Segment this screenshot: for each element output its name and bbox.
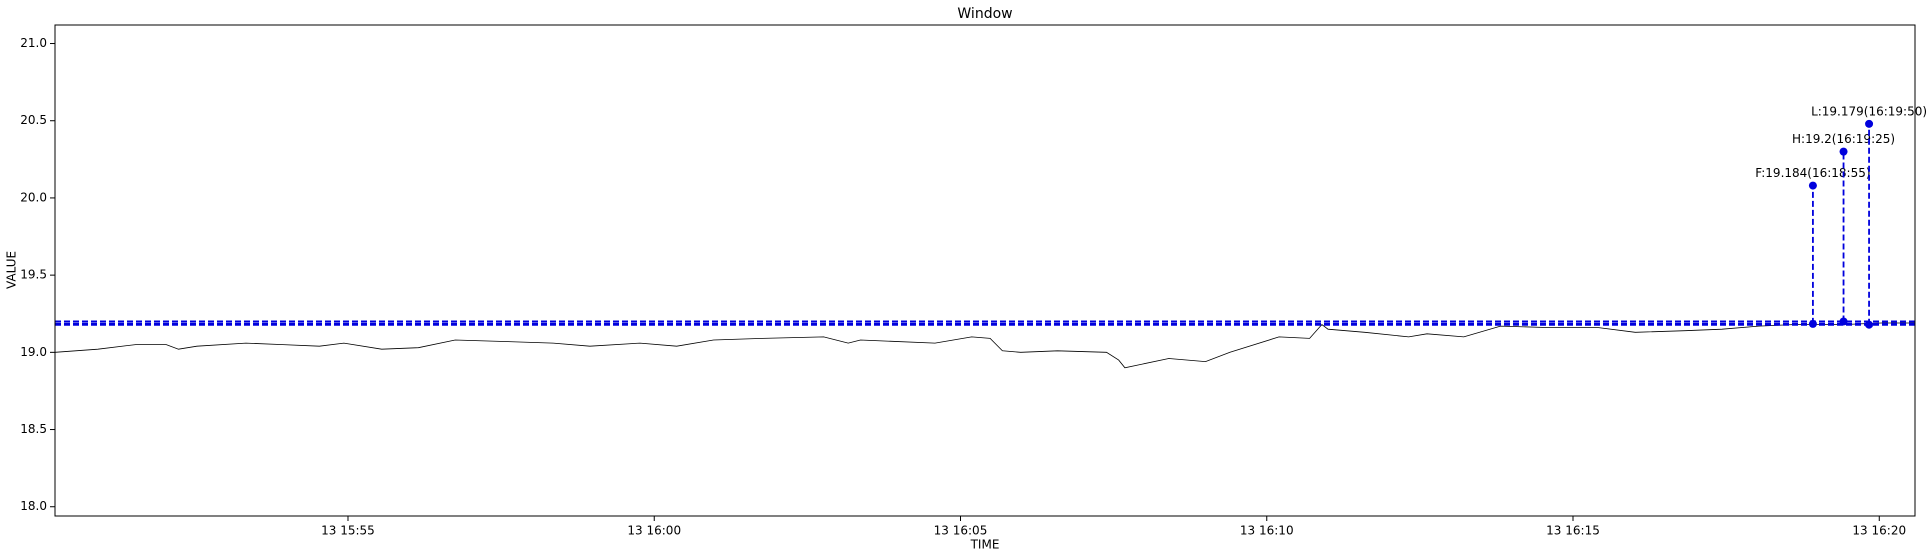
annotation-label: F:19.184(16:18:55) (1755, 166, 1870, 180)
y-tick-label: 19.5 (20, 268, 47, 282)
top-marker (1839, 147, 1848, 156)
chart-title: Window (957, 6, 1012, 22)
annotation-label: L:19.179(16:19:50) (1811, 104, 1927, 118)
data-line (54, 322, 1915, 369)
x-tick-label: 13 16:05 (934, 524, 988, 538)
y-tick-label: 20.0 (20, 190, 47, 204)
y-tick-label: 18.5 (20, 422, 47, 436)
x-tick-label: 13 16:10 (1240, 524, 1294, 538)
x-tick-label: 13 15:55 (321, 524, 375, 538)
annotation-label: H:19.2(16:19:25) (1792, 132, 1895, 146)
y-tick-label: 19.0 (20, 345, 47, 359)
x-tick-label: 13 16:00 (627, 524, 681, 538)
x-tick-label: 13 16:20 (1852, 524, 1906, 538)
y-tick-label: 18.0 (20, 499, 47, 513)
top-marker (1808, 181, 1817, 190)
y-axis-label: VALUE (5, 251, 19, 289)
y-tick-label: 20.5 (20, 113, 47, 127)
level-marker (1839, 317, 1848, 326)
level-marker (1865, 320, 1874, 329)
top-marker (1865, 119, 1874, 128)
x-axis-label: TIME (970, 538, 1000, 552)
y-tick-label: 21.0 (20, 36, 47, 50)
x-tick-label: 13 16:15 (1546, 524, 1600, 538)
plot-frame (54, 24, 1916, 517)
